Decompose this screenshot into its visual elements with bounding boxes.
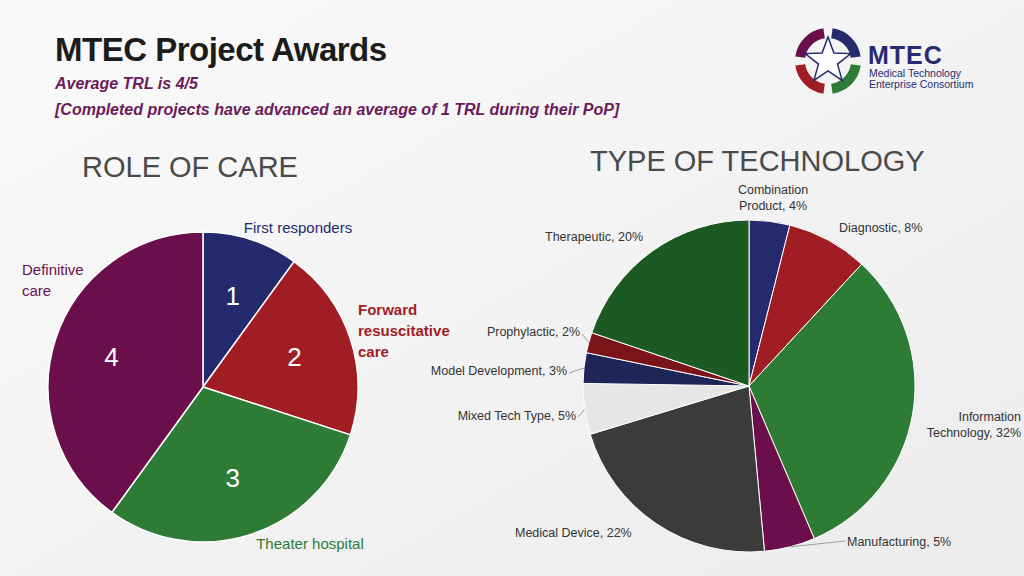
category-label: Prophylactic, 2% <box>487 325 580 339</box>
logo: MTECMedical TechnologyEnterprise Consort… <box>795 28 973 93</box>
category-label: Mixed Tech Type, 5% <box>458 409 576 423</box>
slice-number: 1 <box>225 281 239 311</box>
category-label-line: care <box>22 282 51 299</box>
logo-line: Enterprise Consortium <box>869 78 974 90</box>
value-label: , 8% <box>897 221 922 235</box>
value-label: , 2% <box>555 325 580 339</box>
pie-chart: ROLE OF CARE 1 2 3 4 First responders Forward r… <box>22 151 450 552</box>
leader-line <box>578 409 585 417</box>
category-label: Combination Product, 4% <box>738 183 808 213</box>
category-label-line: Forward <box>358 301 417 318</box>
chart-title: TYPE OF TECHNOLOGY <box>590 145 925 177</box>
category-label-line: resuscitative <box>358 322 450 339</box>
category-label-line: Diagnostic <box>839 221 897 235</box>
slide: MTEC Project Awards Average TRL is 4/5 [Co… <box>0 0 1024 576</box>
value-label: , 20% <box>611 230 643 244</box>
value-label: , 5% <box>926 535 951 549</box>
pie-chart: TYPE OF TECHNOLOGY Combination Product, 4%… <box>431 145 1021 552</box>
title: MTEC Project Awards <box>55 31 387 68</box>
pie-slice <box>583 383 749 434</box>
category-label: Definitive care <box>22 261 84 299</box>
category-label-line: care <box>358 343 389 360</box>
category-label-line: Product <box>739 199 783 213</box>
pie-slice <box>592 220 749 386</box>
slice-number: 4 <box>104 342 118 372</box>
category-label-line: Medical Device <box>515 526 600 540</box>
slice-number: 3 <box>225 463 239 493</box>
leader-line <box>582 334 589 343</box>
slices <box>48 232 358 542</box>
subtitle: Average TRL is 4/5 <box>54 75 199 92</box>
value-label: , 22% <box>600 526 632 540</box>
category-label: Information Technology, 32% <box>927 410 1021 440</box>
category-label-line: Technology <box>927 426 991 440</box>
category-label-line: First responders <box>244 219 352 236</box>
labels: 1 2 3 4 First responders Forward resuscitative… <box>22 219 450 552</box>
value-label: , 4% <box>782 199 807 213</box>
category-label-line: Manufacturing <box>847 535 926 549</box>
category-label: Theater hospital <box>256 535 364 552</box>
logo-star <box>805 37 851 80</box>
slice-number: 2 <box>287 342 301 372</box>
category-label-line: Therapeutic <box>545 230 611 244</box>
category-label: Forward resuscitative care <box>358 301 450 360</box>
category-label: Diagnostic, 8% <box>839 221 922 235</box>
value-label: , 32% <box>989 426 1021 440</box>
note: [Completed projects have advanced an ave… <box>54 101 620 118</box>
category-label: Medical Device, 22% <box>515 526 632 540</box>
background <box>0 0 1024 576</box>
category-label: Therapeutic, 20% <box>545 230 643 244</box>
category-label-line: Theater hospital <box>256 535 364 552</box>
category-label-line: Mixed Tech Type <box>458 409 551 423</box>
category-label-line: Combination <box>738 183 808 197</box>
logo-name: MTEC <box>868 41 943 69</box>
category-label: Manufacturing, 5% <box>847 535 951 549</box>
value-label: , 5% <box>551 409 576 423</box>
category-label-line: Model Development <box>431 364 543 378</box>
category-label: Model Development, 3% <box>431 364 567 378</box>
labels: Combination Product, 4% Diagnostic, 8% Info… <box>431 183 1021 549</box>
leader-line <box>569 368 584 373</box>
leader-line <box>790 541 845 547</box>
chart-title: ROLE OF CARE <box>82 151 298 183</box>
category-label-line: Information <box>958 410 1021 424</box>
category-label-line: Prophylactic <box>487 325 555 339</box>
slices <box>583 220 915 552</box>
category-label: First responders <box>244 219 352 236</box>
value-label: , 3% <box>542 364 567 378</box>
category-label-line: Definitive <box>22 261 84 278</box>
